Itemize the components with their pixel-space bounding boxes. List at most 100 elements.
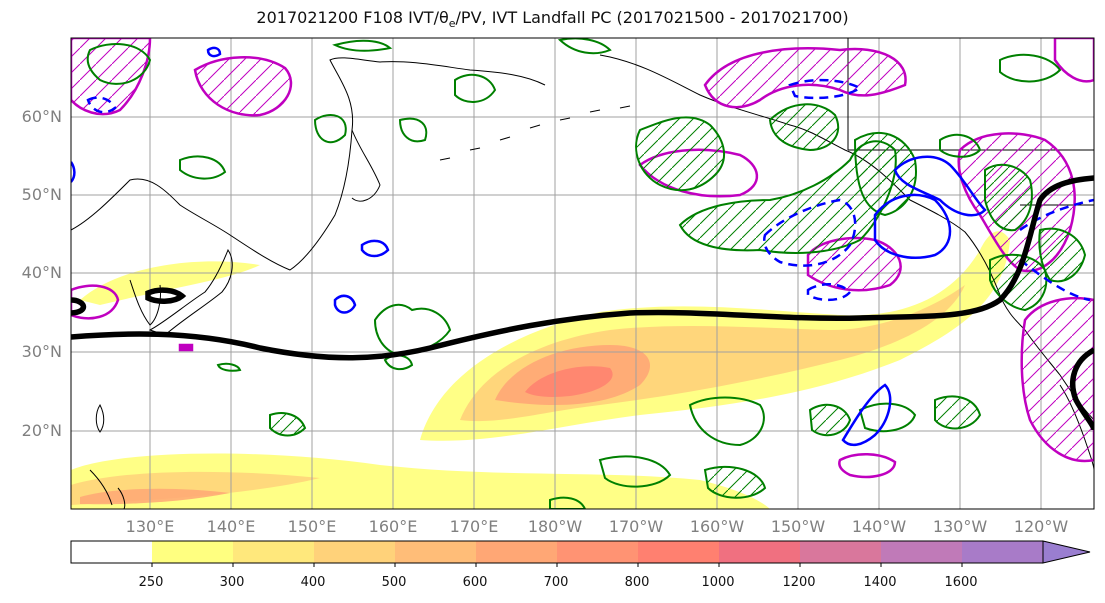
thetae-northeast-2 xyxy=(939,133,982,158)
pv-edge xyxy=(71,161,76,183)
lon-label-160e: 160°E xyxy=(368,517,418,536)
colorbar-segment xyxy=(314,541,396,563)
colorbar-segment xyxy=(638,541,720,563)
title-suffix: /PV, IVT Landfall PC (2017021500 - 20170… xyxy=(455,8,849,27)
asia-coast xyxy=(71,57,546,271)
lon-label-180w: 180°W xyxy=(527,517,583,536)
ivt-shade-250-south xyxy=(71,453,770,509)
lat-label-60n: 60°N xyxy=(21,107,62,126)
pv-mid-dashed xyxy=(806,283,852,302)
pv-coast-solid xyxy=(893,155,987,217)
ivt-shade-500-south xyxy=(80,488,230,505)
colorbar-tick-300: 300 xyxy=(219,575,245,590)
lat-label-40n: 40°N xyxy=(21,263,62,282)
thetae-north-6 xyxy=(398,117,428,143)
track-west-loop xyxy=(71,287,187,316)
pv-small-2 xyxy=(333,294,357,314)
thetae-gulf-2 xyxy=(768,103,840,152)
lat-label-30n: 30°N xyxy=(21,342,62,361)
pv-north-left xyxy=(86,96,117,114)
colorbar-tick-1400: 1400 xyxy=(863,575,897,590)
pc-region-alaska xyxy=(703,47,907,109)
thetae-south-4 xyxy=(934,395,982,430)
pv-alaska-dashed xyxy=(788,78,863,100)
thetae-north-2 xyxy=(332,39,393,52)
lon-label-150w: 150°W xyxy=(770,517,826,536)
map-title: 2017021200 F108 IVT/θe/PV, IVT Landfall … xyxy=(0,8,1105,30)
thetae-north-4 xyxy=(557,38,612,55)
lon-label-130w: 130°W xyxy=(932,517,988,536)
thetae-alaska xyxy=(635,116,725,192)
landfall-track xyxy=(71,175,1094,431)
thetae-northeast-3 xyxy=(999,53,1062,83)
thetae-north-5 xyxy=(313,114,347,144)
pv-small-1 xyxy=(360,239,390,258)
thetae-south-1 xyxy=(688,396,765,447)
pc-region-ne-sea xyxy=(193,56,293,117)
colorbar-segment xyxy=(557,541,639,563)
colorbar-tick-500: 500 xyxy=(381,575,407,590)
colorbar-tick-600: 600 xyxy=(462,575,488,590)
ivt-shade-700 xyxy=(525,366,613,397)
pv-east-dashed xyxy=(1019,198,1094,302)
pv-contours xyxy=(71,46,1094,447)
colorbar-segment xyxy=(395,541,477,563)
thetae-south-2 xyxy=(808,403,852,437)
lon-label-140w: 140°W xyxy=(851,517,907,536)
pv-bc-solid xyxy=(873,193,952,259)
theta-e-contours xyxy=(86,38,1087,509)
colorbar-segment xyxy=(800,541,882,563)
pv-north-dot xyxy=(206,46,222,58)
colorbar-segment xyxy=(476,541,558,563)
lat-label-50n: 50°N xyxy=(21,185,62,204)
colorbar-tick-1600: 1600 xyxy=(944,575,978,590)
colorbar-segment xyxy=(719,541,801,563)
thetae-north-1 xyxy=(86,43,152,85)
colorbar-tick-1200: 1200 xyxy=(782,575,816,590)
thetae-east-2 xyxy=(1038,227,1087,283)
lon-label-170e: 170°E xyxy=(449,517,499,536)
colorbar-segment xyxy=(152,541,234,563)
lat-label-20n: 20°N xyxy=(21,421,62,440)
philippines-coast xyxy=(89,469,126,509)
track-east-arc xyxy=(1070,347,1094,431)
colorbar-tick-400: 400 xyxy=(300,575,326,590)
japan-coast xyxy=(148,248,233,336)
thetae-south-7 xyxy=(549,496,587,509)
thetae-north-3 xyxy=(454,73,497,103)
thetae-bc xyxy=(853,131,917,217)
pc-region-west xyxy=(71,284,120,320)
map-frame xyxy=(70,37,1095,510)
track-main xyxy=(71,175,1094,361)
ivt-shade-250-west xyxy=(80,261,260,305)
taiwan-coast xyxy=(95,403,105,433)
pc-region-california xyxy=(1020,296,1094,463)
thetae-south-5 xyxy=(598,455,672,488)
thetae-west-1 xyxy=(269,412,307,437)
pc-region-nw xyxy=(71,38,152,116)
lon-label-140e: 140°E xyxy=(206,517,256,536)
kamchatka-coast xyxy=(351,129,381,202)
aleutian-chain xyxy=(439,105,631,161)
thetae-west-3 xyxy=(216,362,242,372)
colorbar-tick-700: 700 xyxy=(543,575,569,590)
pc-dot xyxy=(178,343,194,352)
thetae-west-2 xyxy=(179,155,227,180)
thetae-south-3 xyxy=(858,402,917,433)
lon-label-150e: 150°E xyxy=(287,517,337,536)
ivt-shading xyxy=(71,231,1010,509)
colorbar-segment xyxy=(233,541,315,563)
lon-label-130e: 130°E xyxy=(125,517,175,536)
title-subscript: e xyxy=(448,17,456,31)
colorbar-tick-800: 800 xyxy=(624,575,650,590)
thetae-northeast xyxy=(984,163,1033,232)
title-prefix: 2017021200 F108 IVT/θ xyxy=(256,8,449,27)
pv-south xyxy=(841,383,892,447)
pv-gulf-dashed xyxy=(763,198,857,267)
colorbar-segment xyxy=(962,541,1044,563)
lon-label-170w: 170°W xyxy=(608,517,664,536)
lon-label-160w: 160°W xyxy=(689,517,745,536)
colorbar-tick-250: 250 xyxy=(138,575,164,590)
colorbar-segment xyxy=(881,541,963,563)
